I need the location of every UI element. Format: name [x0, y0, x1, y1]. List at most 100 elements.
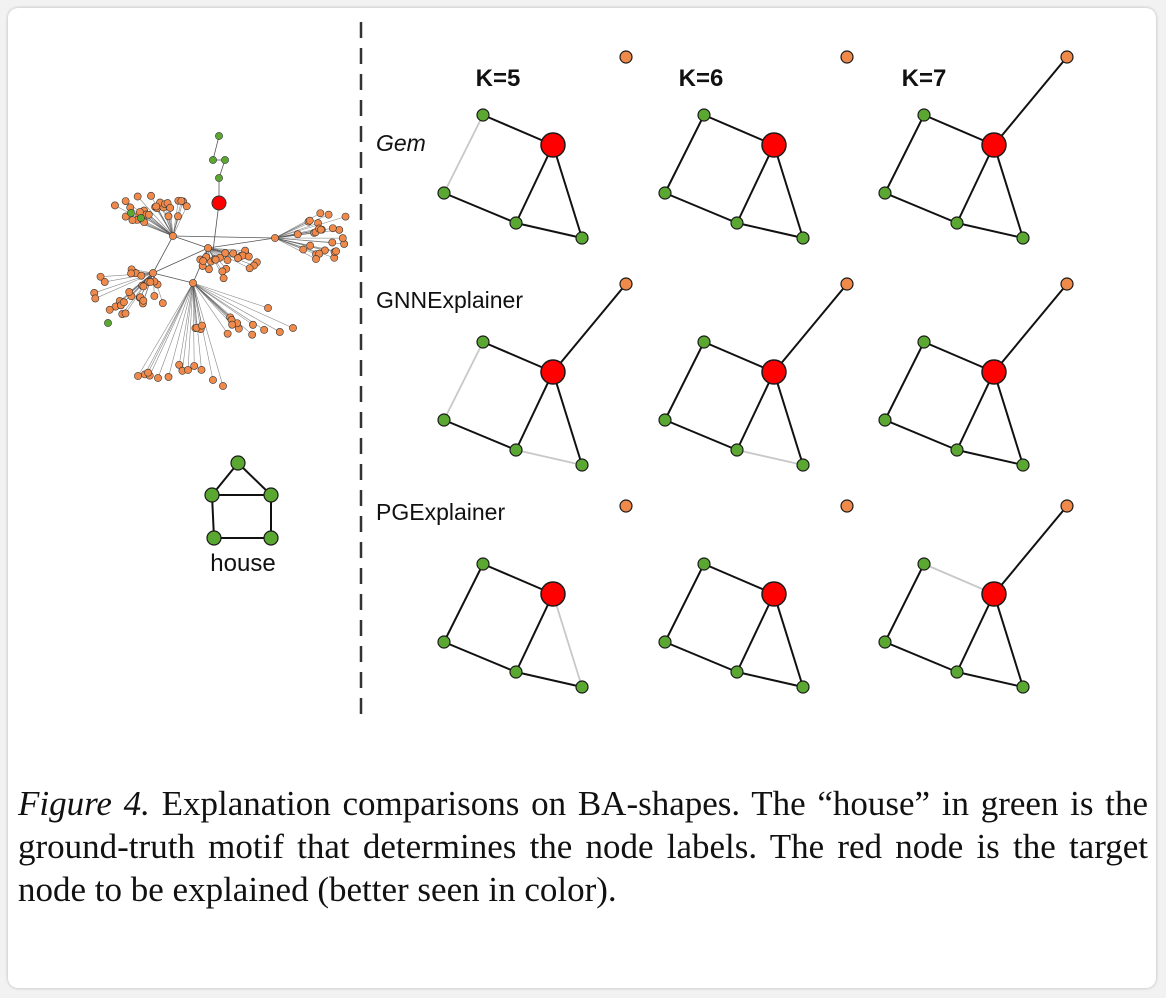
overview-edge — [192, 282, 232, 321]
overview-node — [121, 309, 130, 318]
overview-edge — [192, 282, 228, 334]
overview-node — [146, 278, 155, 286]
panel-row1-col1 — [437, 50, 633, 245]
explanation-edge — [552, 593, 583, 688]
overview-edge — [157, 282, 194, 379]
overview-edge — [274, 237, 333, 243]
overview-hub-node — [149, 269, 157, 277]
motif-node — [437, 413, 451, 427]
overview-hub-node — [204, 244, 212, 252]
explanation-edge — [443, 192, 517, 224]
overview-node — [335, 225, 344, 234]
explanation-edge — [884, 341, 925, 421]
overview-node — [190, 362, 199, 370]
overview-edge — [207, 247, 246, 251]
column-header-k7: K=7 — [902, 65, 947, 92]
figure-caption-text: Explanation comparisons on BA-shapes. Th… — [18, 784, 1148, 909]
explanation-edge — [443, 563, 484, 643]
explanation-edge — [443, 114, 484, 194]
target-node — [540, 359, 566, 385]
panel-row3-col3 — [878, 499, 1074, 694]
overview-node — [96, 272, 105, 281]
panel-row1-col3 — [878, 50, 1074, 245]
target-node — [981, 359, 1007, 385]
explanation-edge — [552, 371, 583, 466]
overview-node — [219, 382, 227, 390]
explanation-edge — [515, 371, 554, 451]
overview-node — [182, 202, 191, 211]
overview-edge — [178, 282, 194, 365]
motif-node — [917, 108, 931, 122]
explanation-edge — [993, 283, 1068, 373]
explanation-edge — [884, 192, 958, 224]
figure-canvas: house K=5 K=6 K=7 Gem GNNExplainer PGExp… — [90, 22, 1074, 720]
overview-node — [249, 320, 257, 329]
explanation-edge — [884, 563, 925, 643]
motif-node — [730, 216, 744, 230]
overview-node — [223, 329, 232, 338]
overview-node — [137, 271, 146, 280]
overview-node — [174, 212, 182, 221]
motif-node — [658, 413, 672, 427]
overview-node — [133, 192, 142, 201]
house-node — [263, 530, 279, 546]
motif-node — [476, 557, 490, 571]
overview-edge — [192, 282, 269, 309]
panel-row3-col2 — [658, 499, 854, 694]
base-node — [619, 277, 633, 291]
motif-node — [658, 186, 672, 200]
explanation-edge — [664, 419, 738, 451]
overview-edge — [192, 282, 254, 326]
explanation-edge — [736, 144, 775, 224]
motif-node — [575, 458, 589, 472]
motif-node — [878, 635, 892, 649]
row-label-gem: Gem — [376, 130, 426, 156]
house-node — [263, 487, 279, 503]
panel-row2-col2 — [658, 277, 854, 472]
overview-node — [100, 278, 109, 286]
explanation-edge — [443, 419, 517, 451]
panel-row2-col1 — [437, 277, 633, 472]
overview-node — [317, 225, 325, 234]
explanation-edge — [736, 371, 775, 451]
overview-edge — [207, 247, 255, 266]
explanation-edge — [956, 671, 1024, 688]
explanation-edge — [773, 283, 848, 373]
motif-node — [796, 231, 810, 245]
explanation-edge — [443, 641, 517, 673]
overview-node — [121, 197, 130, 205]
overview-node — [211, 255, 220, 264]
motif-node — [575, 680, 589, 694]
overview-node — [128, 216, 137, 225]
motif-node — [575, 231, 589, 245]
overview-edge — [192, 282, 233, 325]
overview-edge — [192, 282, 253, 335]
overview-node — [144, 368, 152, 377]
explanation-edge — [552, 283, 627, 373]
motif-node — [878, 413, 892, 427]
overview-motif-node — [209, 156, 217, 164]
motif-node — [476, 108, 490, 122]
overview-node — [150, 292, 159, 300]
motif-node — [437, 635, 451, 649]
column-header-k5: K=5 — [476, 65, 521, 92]
explanation-edge — [515, 671, 583, 688]
overview-node — [299, 245, 308, 254]
overview-node — [121, 212, 130, 221]
overview-edge — [274, 212, 321, 239]
explanation-edge — [664, 341, 705, 421]
motif-node — [697, 335, 711, 349]
house-motif-diagram — [204, 455, 279, 546]
overview-node — [119, 298, 128, 307]
motif-node — [878, 186, 892, 200]
overview-motif-node — [215, 132, 223, 140]
motif-node — [658, 635, 672, 649]
overview-node — [111, 201, 119, 210]
column-header-k6: K=6 — [679, 65, 724, 92]
explanation-edge — [993, 371, 1024, 466]
overview-node — [198, 321, 206, 330]
explanation-edge — [552, 144, 583, 239]
overview-node — [312, 255, 320, 263]
explanation-edge — [736, 449, 804, 466]
overview-edge — [152, 235, 174, 274]
